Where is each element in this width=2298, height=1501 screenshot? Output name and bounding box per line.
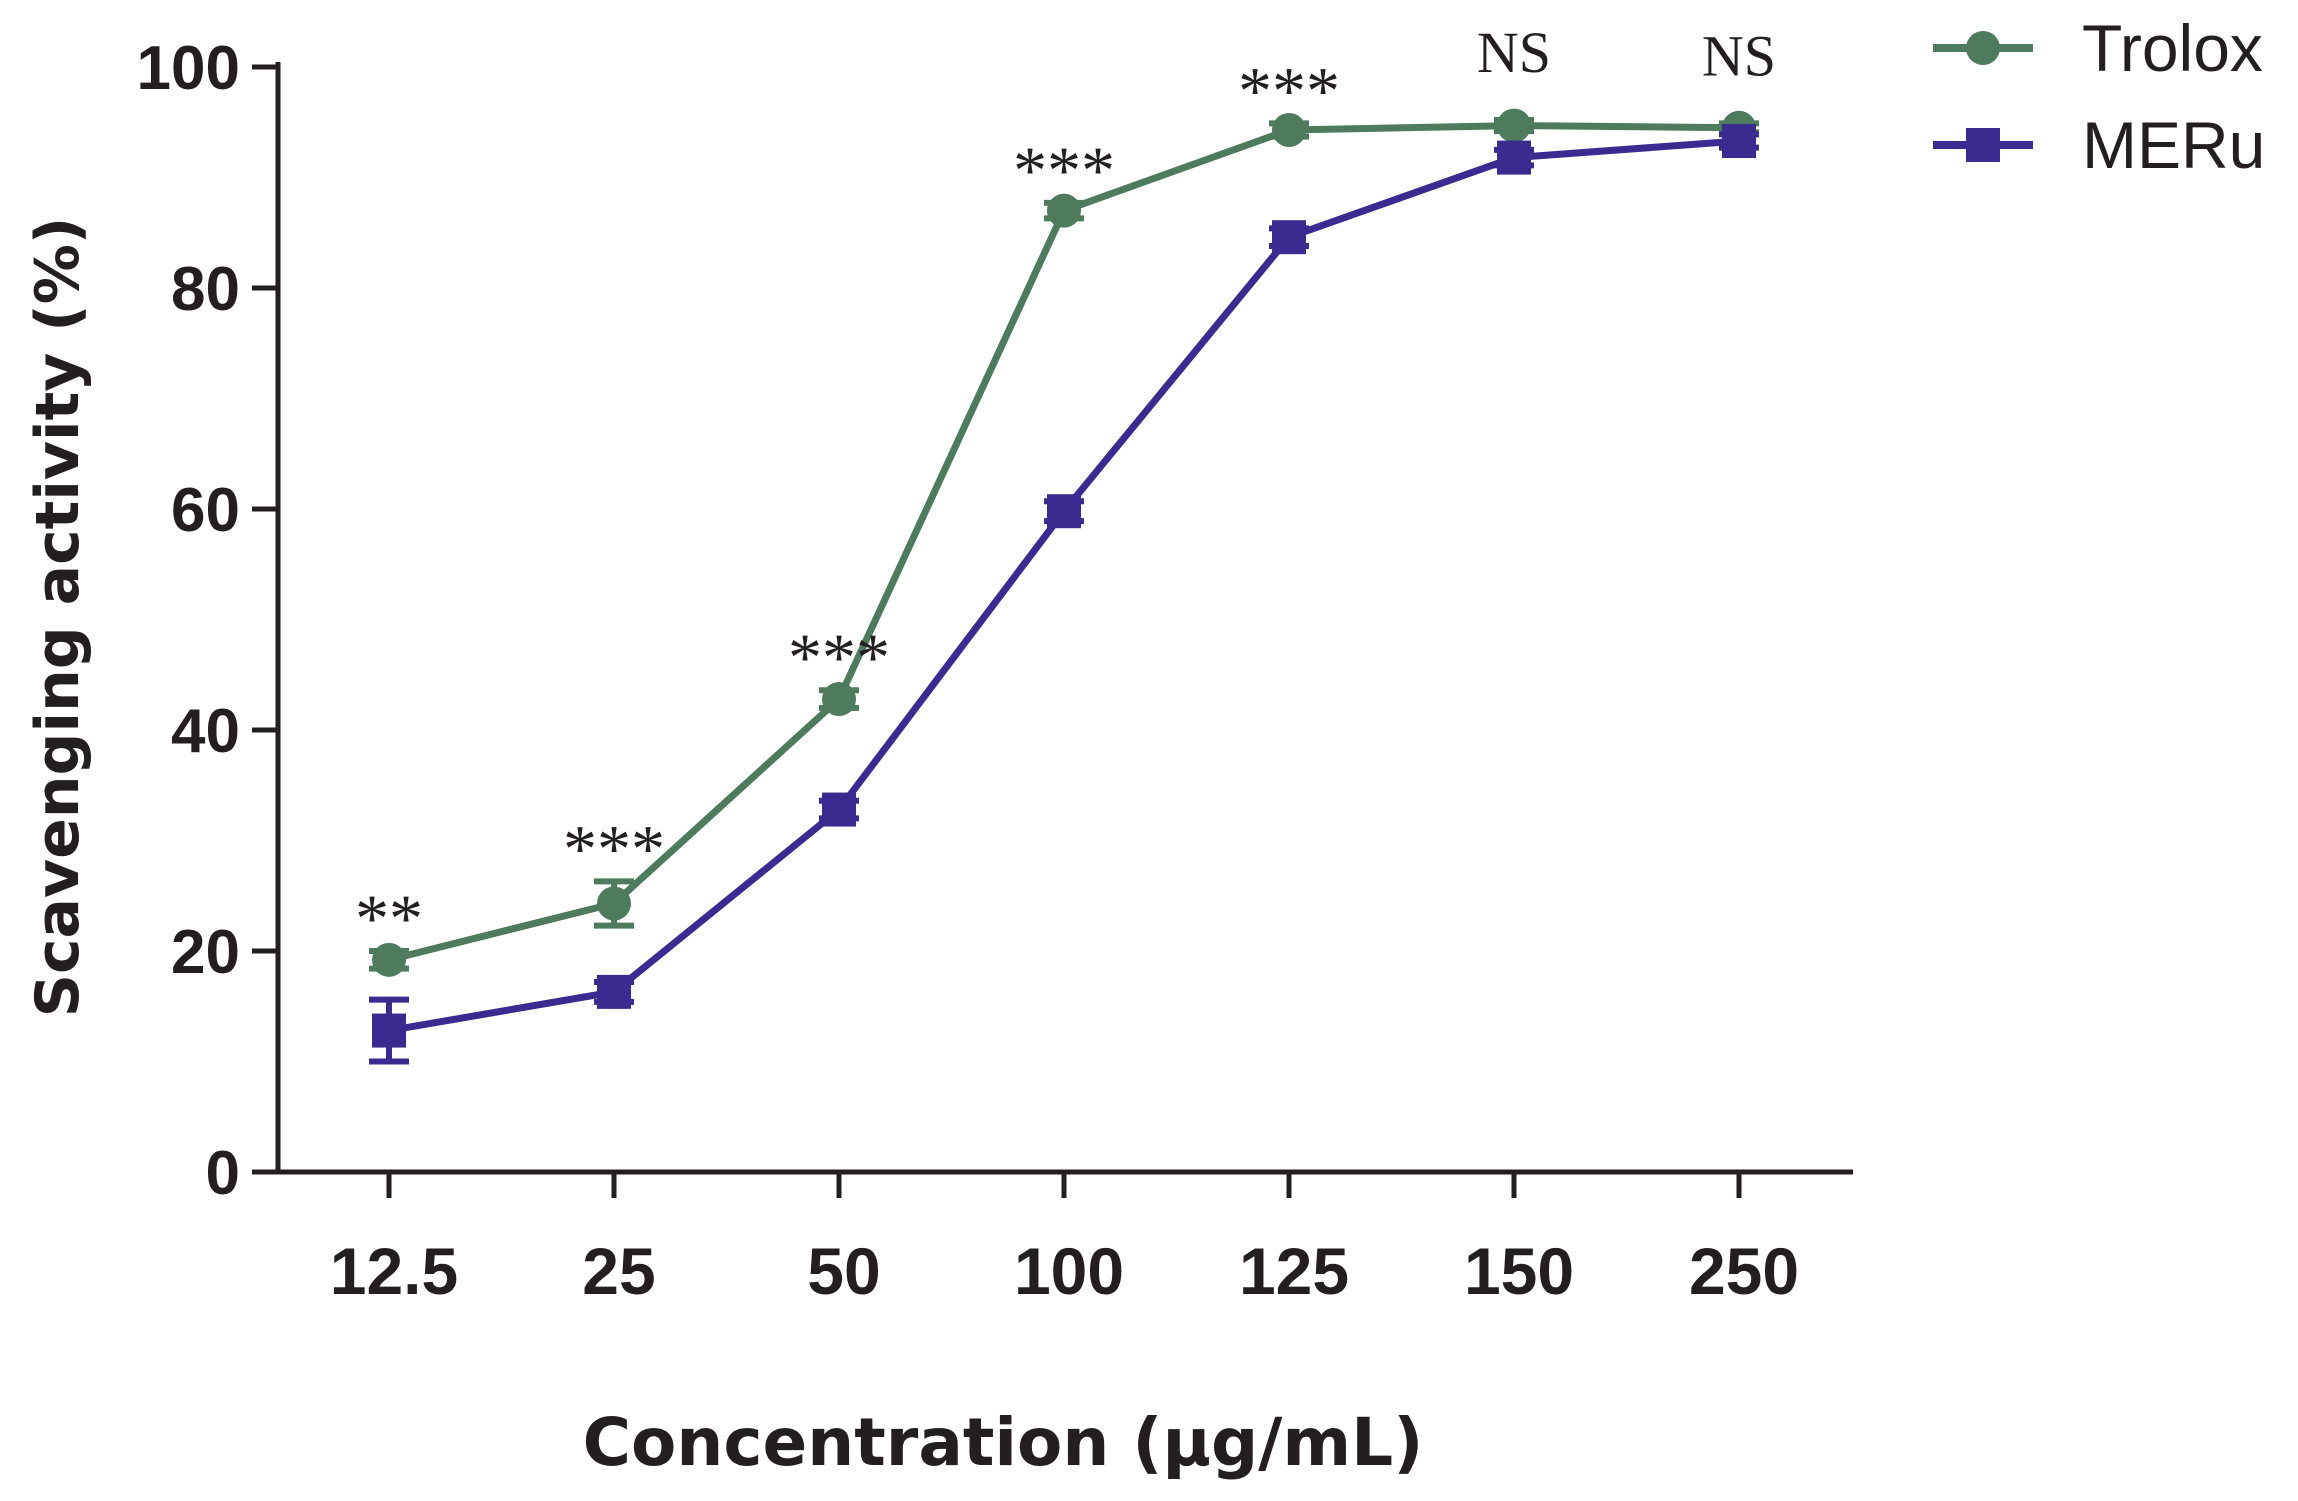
significance-label: *** [563,810,665,886]
x-axis-title: Concentration (µg/mL) [583,1404,1424,1481]
series-meru [369,124,1759,1065]
x-tick-label: 150 [1464,1234,1574,1308]
data-point [1272,220,1306,255]
x-tick-label: 25 [582,1234,655,1308]
data-point [1497,108,1531,143]
data-point [597,974,631,1009]
data-point [1272,112,1306,147]
y-tick-label: 20 [171,918,240,987]
data-point [372,942,406,977]
legend: Trolox MERu [1933,11,2265,182]
legend-label-trolox: Trolox [2082,11,2263,85]
significance-label: *** [788,619,890,695]
data-point [822,792,856,827]
y-tick-label: 0 [206,1139,240,1208]
annotations: ************** NS NS [355,20,1776,956]
y-tick-label: 40 [171,697,240,766]
x-tick-label: 12.5 [330,1234,458,1308]
legend-marker-meru [1966,128,2000,162]
data-point [1047,494,1081,529]
data-point [1497,140,1531,175]
y-axis-title: Scavenging activity (%) [23,217,93,1017]
x-tick-label: 250 [1689,1234,1799,1308]
x-tick-label: 100 [1014,1234,1124,1308]
x-tick-label: 125 [1239,1234,1349,1308]
legend-label-meru: MERu [2082,108,2265,182]
series-trolox [369,108,1759,977]
series-line [388,137,1740,1035]
data-point [1722,124,1756,159]
data-point [597,886,631,921]
legend-marker-trolox [1966,31,2000,65]
y-tick-label: 100 [137,34,240,103]
x-ticks: 12.5 25 50 100 125 150 250 [330,1172,1799,1308]
significance-label: *** [1238,52,1340,128]
significance-label: NS [1477,20,1551,85]
series-layer [369,108,1759,1065]
data-point [372,1013,406,1048]
significance-label: NS [1702,23,1776,88]
x-tick-label: 50 [807,1234,880,1308]
significance-label: *** [1013,132,1115,208]
y-tick-label: 80 [171,255,240,324]
data-point [1047,193,1081,228]
data-point [822,682,856,717]
y-tick-label: 60 [171,476,240,545]
significance-label: ** [355,880,423,956]
y-ticks: 0 20 40 60 80 100 [137,34,278,1208]
